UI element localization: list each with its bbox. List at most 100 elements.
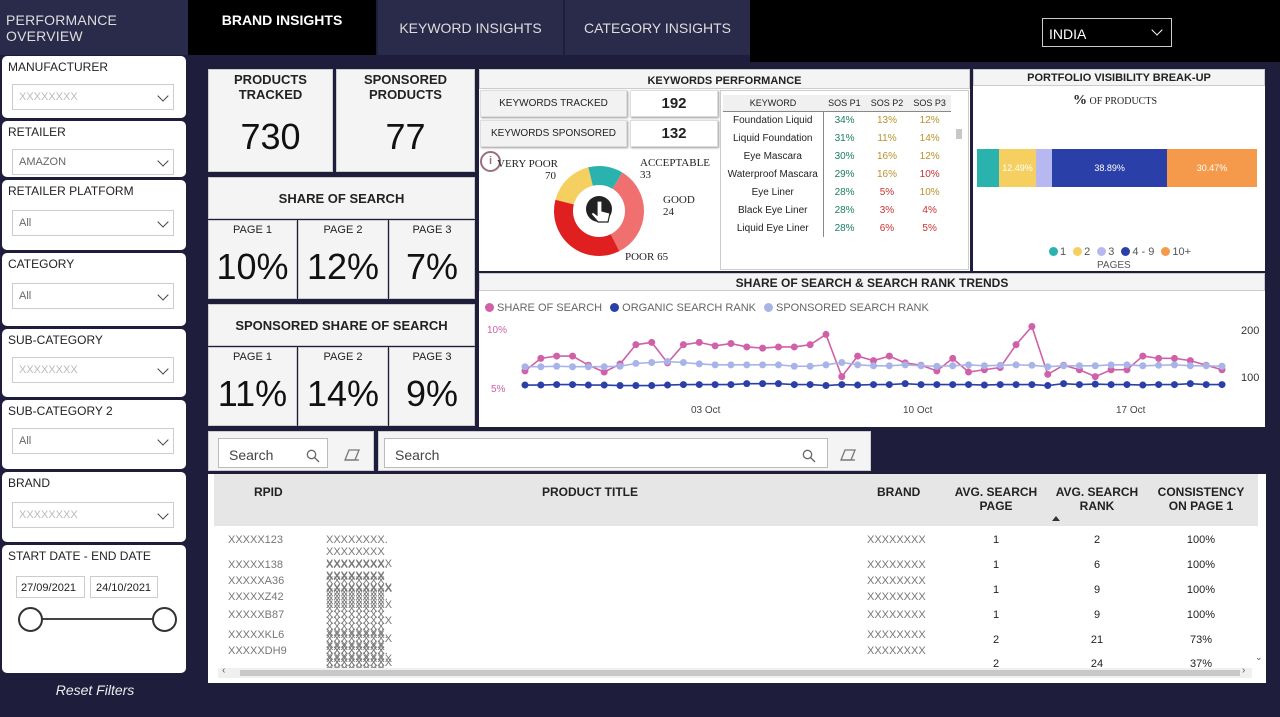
- bar-segment[interactable]: 38.89%: [1052, 149, 1168, 187]
- brand-dropdown[interactable]: XXXXXXXX: [12, 502, 174, 528]
- retailer-platform-dropdown[interactable]: All: [12, 210, 174, 236]
- series-point[interactable]: [600, 363, 608, 371]
- series-point[interactable]: [1060, 380, 1068, 388]
- end-date-input[interactable]: 24/10/2021: [90, 576, 158, 598]
- col-keyword[interactable]: KEYWORD: [723, 95, 823, 112]
- series-point[interactable]: [616, 382, 624, 390]
- trend-lines[interactable]: [479, 273, 1265, 427]
- series-point[interactable]: [1107, 366, 1115, 374]
- series-point[interactable]: [1091, 362, 1099, 370]
- series-point[interactable]: [553, 352, 561, 360]
- series-point[interactable]: [584, 381, 592, 389]
- series-point[interactable]: [1186, 380, 1194, 388]
- series-point[interactable]: [1218, 381, 1226, 389]
- scroll-left-icon[interactable]: ‹: [222, 665, 226, 676]
- series-point[interactable]: [743, 380, 751, 388]
- series-point[interactable]: [1012, 381, 1020, 389]
- scrollbar-thumb[interactable]: [956, 129, 962, 139]
- series-point[interactable]: [695, 338, 703, 346]
- series-point[interactable]: [1218, 362, 1226, 370]
- series-point[interactable]: [1107, 361, 1115, 369]
- series-point[interactable]: [949, 354, 957, 362]
- series-point[interactable]: [1028, 361, 1036, 369]
- series-point[interactable]: [1044, 370, 1052, 378]
- series-point[interactable]: [1044, 363, 1052, 371]
- tab-keyword-insights[interactable]: KEYWORD INSIGHTS: [378, 0, 563, 55]
- keyword-row[interactable]: Eye Liner 28% 5% 10%: [723, 183, 951, 201]
- series-point[interactable]: [553, 381, 561, 389]
- series-point[interactable]: [774, 361, 782, 369]
- series-point[interactable]: [727, 381, 735, 389]
- series-point[interactable]: [664, 358, 672, 366]
- sub-category-dropdown[interactable]: XXXXXXXX: [12, 357, 174, 383]
- series-point[interactable]: [1202, 381, 1210, 389]
- category-dropdown[interactable]: All: [12, 283, 174, 309]
- series-point[interactable]: [885, 362, 893, 370]
- series-point[interactable]: [806, 381, 814, 389]
- series-point[interactable]: [1170, 381, 1178, 389]
- series-point[interactable]: [695, 381, 703, 389]
- date-slider-end-handle[interactable]: [152, 607, 177, 632]
- series-point[interactable]: [632, 359, 640, 367]
- series-point[interactable]: [917, 381, 925, 389]
- legend-item[interactable]: 2: [1073, 246, 1090, 258]
- legend-item[interactable]: 10+: [1161, 246, 1191, 258]
- series-point[interactable]: [885, 381, 893, 389]
- series-point[interactable]: [1075, 362, 1083, 370]
- series-point[interactable]: [870, 357, 877, 365]
- series-point[interactable]: [1139, 362, 1147, 370]
- legend-item[interactable]: 1: [1049, 246, 1066, 258]
- col-avg-search-page[interactable]: AVG. SEARCH PAGE: [954, 485, 1038, 513]
- series-point[interactable]: [838, 381, 846, 389]
- col-sos-p3[interactable]: SOS P3: [908, 95, 951, 112]
- start-date-input[interactable]: 27/09/2021: [16, 576, 85, 598]
- series-point[interactable]: [743, 343, 751, 351]
- series-point[interactable]: [854, 361, 862, 369]
- series-point[interactable]: [1155, 354, 1163, 362]
- series-point[interactable]: [933, 381, 941, 389]
- series-point[interactable]: [822, 361, 830, 369]
- series-point[interactable]: [648, 338, 656, 346]
- bar-segment[interactable]: [977, 149, 1000, 187]
- portfolio-stacked-bar[interactable]: 12.49% 38.89% 30.47%: [977, 149, 1257, 187]
- legend-item[interactable]: 3: [1097, 246, 1114, 258]
- eraser-icon[interactable]: [344, 449, 360, 461]
- series-point[interactable]: [648, 358, 656, 366]
- bar-segment[interactable]: 30.47%: [1167, 149, 1257, 187]
- series-point[interactable]: [569, 352, 577, 360]
- series-point[interactable]: [616, 362, 624, 370]
- series-point[interactable]: [1107, 381, 1115, 389]
- col-rpid[interactable]: RPID: [254, 485, 283, 499]
- series-point[interactable]: [790, 343, 798, 351]
- series-point[interactable]: [917, 362, 925, 370]
- sort-ascending-icon[interactable]: [1052, 516, 1060, 521]
- series-point[interactable]: [679, 341, 687, 349]
- series-point[interactable]: [727, 340, 735, 348]
- scroll-down-icon[interactable]: ⌄: [1255, 652, 1263, 662]
- series-point[interactable]: [1091, 373, 1099, 381]
- keyword-row[interactable]: Liquid Eye Liner 28% 6% 5%: [723, 219, 951, 237]
- series-point[interactable]: [854, 352, 862, 360]
- series-point[interactable]: [774, 343, 782, 351]
- series-point[interactable]: [1170, 361, 1178, 369]
- scrollbar-thumb[interactable]: [240, 670, 1240, 676]
- col-brand[interactable]: BRAND: [877, 485, 921, 499]
- series-point[interactable]: [679, 381, 687, 389]
- keyword-row[interactable]: Waterproof Mascara 29% 16% 10%: [723, 165, 951, 183]
- series-point[interactable]: [980, 381, 988, 389]
- series-point[interactable]: [1091, 380, 1099, 388]
- series-point[interactable]: [711, 361, 719, 369]
- series-point[interactable]: [806, 341, 814, 349]
- series-point[interactable]: [537, 354, 545, 362]
- series-point[interactable]: [996, 361, 1004, 369]
- series-point[interactable]: [553, 362, 561, 370]
- retailer-dropdown[interactable]: AMAZON: [12, 149, 174, 175]
- series-point[interactable]: [537, 381, 545, 389]
- keyword-row[interactable]: Foundation Liquid 34% 13% 12%: [723, 111, 951, 129]
- reset-filters-button[interactable]: Reset Filters: [55, 682, 135, 698]
- series-point[interactable]: [1139, 352, 1147, 360]
- series-point[interactable]: [901, 361, 909, 369]
- series-point[interactable]: [965, 361, 973, 369]
- col-sos-p1[interactable]: SOS P1: [823, 95, 866, 112]
- keyword-row[interactable]: Eye Mascara 30% 16% 12%: [723, 147, 951, 165]
